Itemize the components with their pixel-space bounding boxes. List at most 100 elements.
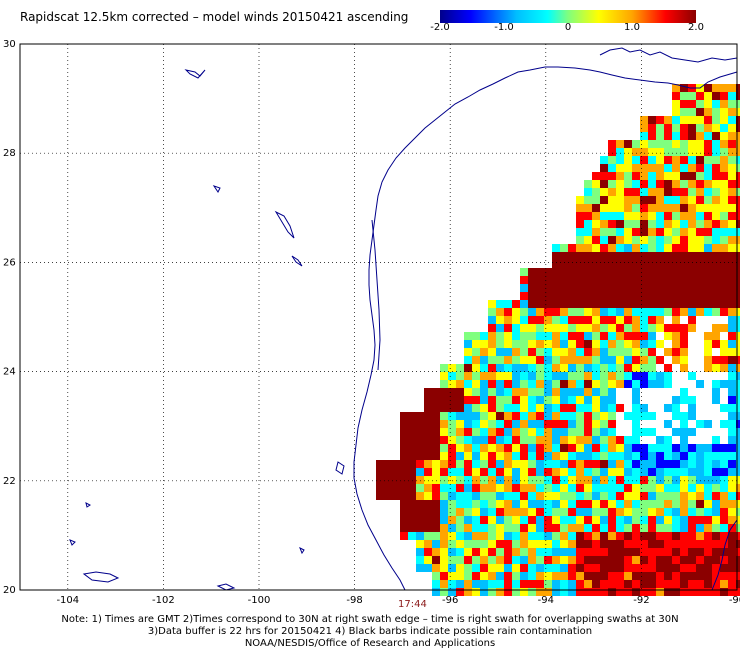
wind-cell: [592, 572, 600, 580]
wind-cell: [576, 220, 584, 228]
wind-cell: [624, 292, 632, 300]
wind-cell: [736, 156, 740, 164]
wind-cell: [728, 588, 736, 596]
wind-cell: [648, 300, 656, 308]
wind-cell: [568, 324, 576, 332]
wind-cell: [592, 524, 600, 532]
wind-cell: [672, 332, 680, 340]
wind-cell: [440, 476, 448, 484]
wind-cell: [552, 244, 560, 252]
wind-cell: [664, 532, 672, 540]
wind-cell: [584, 484, 592, 492]
wind-cell: [432, 548, 440, 556]
wind-cell: [728, 268, 736, 276]
wind-cell: [728, 284, 736, 292]
wind-cell: [712, 540, 720, 548]
wind-cell: [536, 460, 544, 468]
wind-cell: [664, 204, 672, 212]
wind-cell: [736, 412, 740, 420]
wind-cell: [680, 204, 688, 212]
wind-cell: [456, 364, 464, 372]
wind-cell: [672, 396, 680, 404]
wind-cell: [696, 156, 704, 164]
wind-cell: [584, 556, 592, 564]
wind-cell: [664, 476, 672, 484]
wind-cell: [688, 468, 696, 476]
lon-tick-label: -96: [442, 595, 458, 606]
wind-cell: [736, 284, 740, 292]
wind-cell: [656, 212, 664, 220]
wind-cell: [648, 236, 656, 244]
wind-cell: [696, 452, 704, 460]
wind-cell: [600, 396, 608, 404]
wind-cell: [720, 452, 728, 460]
wind-cell: [688, 148, 696, 156]
wind-cell: [504, 308, 512, 316]
wind-cell: [456, 580, 464, 588]
wind-cell: [592, 244, 600, 252]
wind-cell: [712, 356, 720, 364]
wind-cell: [696, 236, 704, 244]
wind-cell: [616, 532, 624, 540]
wind-cell: [456, 468, 464, 476]
wind-cell: [728, 372, 736, 380]
wind-cell: [552, 540, 560, 548]
wind-cell: [680, 140, 688, 148]
wind-cell: [656, 116, 664, 124]
wind-cell: [472, 468, 480, 476]
wind-cell: [704, 540, 712, 548]
wind-cell: [608, 276, 616, 284]
wind-cell: [600, 524, 608, 532]
wind-cell: [696, 508, 704, 516]
lat-tick-label: 30: [3, 39, 16, 50]
wind-cell: [552, 564, 560, 572]
wind-cell: [544, 556, 552, 564]
wind-cell: [536, 548, 544, 556]
wind-cell: [384, 492, 392, 500]
wind-cell: [520, 404, 528, 412]
wind-cell: [576, 484, 584, 492]
wind-cell: [712, 164, 720, 172]
wind-cell: [640, 572, 648, 580]
wind-cell: [432, 428, 440, 436]
wind-cell: [696, 468, 704, 476]
wind-cell: [528, 476, 536, 484]
wind-cell: [496, 452, 504, 460]
wind-cell: [664, 236, 672, 244]
wind-cell: [656, 260, 664, 268]
wind-cell: [456, 500, 464, 508]
wind-cell: [704, 100, 712, 108]
wind-cell: [576, 292, 584, 300]
wind-cell: [464, 540, 472, 548]
wind-cell: [568, 316, 576, 324]
wind-cell: [648, 524, 656, 532]
wind-cell: [616, 148, 624, 156]
wind-cell: [728, 476, 736, 484]
wind-cell: [456, 460, 464, 468]
wind-cell: [488, 348, 496, 356]
wind-cell: [520, 300, 528, 308]
wind-cell: [560, 516, 568, 524]
wind-cell: [608, 204, 616, 212]
wind-cell: [640, 172, 648, 180]
wind-cell: [448, 532, 456, 540]
wind-cell: [408, 428, 416, 436]
wind-cell: [712, 172, 720, 180]
wind-cell: [584, 572, 592, 580]
wind-cell: [520, 468, 528, 476]
wind-cell: [464, 516, 472, 524]
wind-cell: [592, 188, 600, 196]
wind-cell: [688, 92, 696, 100]
wind-cell: [632, 484, 640, 492]
wind-cell: [496, 308, 504, 316]
wind-cell: [632, 220, 640, 228]
wind-cell: [496, 572, 504, 580]
wind-cell: [480, 476, 488, 484]
wind-cell: [616, 220, 624, 228]
wind-cell: [704, 364, 712, 372]
wind-cell: [608, 516, 616, 524]
wind-cell: [552, 292, 560, 300]
wind-cell: [696, 380, 704, 388]
wind-cell: [648, 580, 656, 588]
wind-cell: [728, 444, 736, 452]
